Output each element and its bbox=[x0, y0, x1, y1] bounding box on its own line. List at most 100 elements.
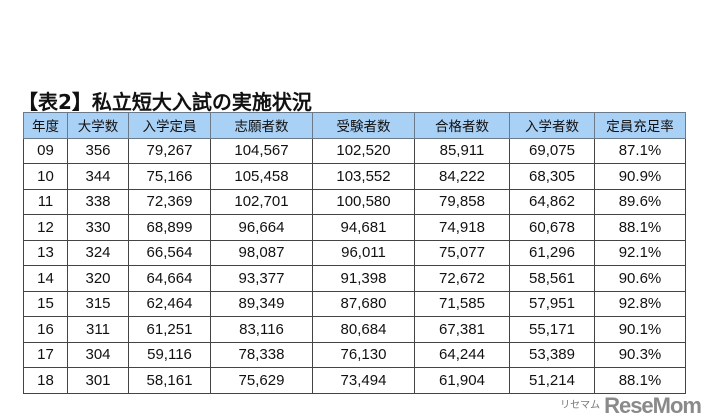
table-cell: 60,678 bbox=[509, 214, 595, 241]
table-cell: 61,251 bbox=[128, 316, 211, 343]
table-cell: 100,580 bbox=[312, 188, 415, 215]
table-cell: 89,349 bbox=[210, 290, 313, 317]
column-header: 定員充足率 bbox=[594, 112, 686, 139]
table-cell: 78,338 bbox=[210, 341, 313, 368]
column-header: 受験者数 bbox=[312, 112, 415, 139]
table-cell: 90.3% bbox=[594, 341, 686, 368]
table-cell: 17 bbox=[23, 341, 68, 368]
table-row: 10 344 75,166 105,458 103,552 84,222 68,305 90.… bbox=[23, 163, 686, 190]
logo-text: ReseMom bbox=[604, 393, 702, 418]
table-cell: 74,918 bbox=[414, 214, 510, 241]
table-cell: 14 bbox=[23, 265, 68, 292]
table-cell: 71,585 bbox=[414, 290, 510, 317]
table-cell: 66,564 bbox=[128, 239, 211, 266]
table-cell: 83,116 bbox=[210, 316, 313, 343]
table-cell: 96,664 bbox=[210, 214, 313, 241]
table-cell: 102,701 bbox=[210, 188, 313, 215]
table-row: 18 301 58,161 75,629 73,494 61,904 51,214 88.1% bbox=[23, 367, 686, 394]
table-cell: 103,552 bbox=[312, 163, 415, 190]
table-cell: 320 bbox=[67, 265, 129, 292]
table-cell: 85,911 bbox=[414, 137, 510, 164]
table-cell: 90.1% bbox=[594, 316, 686, 343]
logo-kana: リセマム bbox=[560, 400, 601, 411]
column-header: 入学者数 bbox=[509, 112, 595, 139]
column-header: 合格者数 bbox=[414, 112, 510, 139]
table-cell: 324 bbox=[67, 239, 129, 266]
table-cell: 89.6% bbox=[594, 188, 686, 215]
table-cell: 93,377 bbox=[210, 265, 313, 292]
column-header: 大学数 bbox=[67, 112, 129, 139]
table-cell: 105,458 bbox=[210, 163, 313, 190]
table-cell: 75,629 bbox=[210, 367, 313, 394]
table-row: 13 324 66,564 98,087 96,011 75,077 61,296 92.1% bbox=[23, 239, 686, 266]
column-header: 志願者数 bbox=[210, 112, 313, 139]
table-cell: 76,130 bbox=[312, 341, 415, 368]
table-cell: 72,369 bbox=[128, 188, 211, 215]
table-cell: 57,951 bbox=[509, 290, 595, 317]
admissions-table: 年度 大学数 入学定員 志願者数 受験者数 合格者数 入学者数 定員充足率 09 356 79,2… bbox=[23, 112, 686, 394]
table-row: 14 320 64,664 93,377 91,398 72,672 58,561 90.6% bbox=[23, 265, 686, 292]
table-row: 12 330 68,899 96,664 94,681 74,918 60,678 88.1% bbox=[23, 214, 686, 241]
table-cell: 55,171 bbox=[509, 316, 595, 343]
table-cell: 98,087 bbox=[210, 239, 313, 266]
table-cell: 59,116 bbox=[128, 341, 211, 368]
column-header: 入学定員 bbox=[128, 112, 211, 139]
table-title: 【表2】私立短大入試の実施状況 bbox=[18, 90, 312, 114]
table-row: 16 311 61,251 83,116 80,684 67,381 55,171 90.1% bbox=[23, 316, 686, 343]
table-cell: 18 bbox=[23, 367, 68, 394]
table-row: 09 356 79,267 104,567 102,520 85,911 69,075 87.… bbox=[23, 137, 686, 164]
table-cell: 12 bbox=[23, 214, 68, 241]
table-cell: 84,222 bbox=[414, 163, 510, 190]
table-cell: 51,214 bbox=[509, 367, 595, 394]
table-cell: 338 bbox=[67, 188, 129, 215]
table-cell: 80,684 bbox=[312, 316, 415, 343]
table-cell: 73,494 bbox=[312, 367, 415, 394]
table-cell: 88.1% bbox=[594, 367, 686, 394]
table-cell: 88.1% bbox=[594, 214, 686, 241]
table-cell: 10 bbox=[23, 163, 68, 190]
table-cell: 09 bbox=[23, 137, 68, 164]
table-cell: 330 bbox=[67, 214, 129, 241]
table-cell: 90.6% bbox=[594, 265, 686, 292]
table-cell: 13 bbox=[23, 239, 68, 266]
table-cell: 68,899 bbox=[128, 214, 211, 241]
table-cell: 356 bbox=[67, 137, 129, 164]
table-cell: 92.8% bbox=[594, 290, 686, 317]
table-cell: 15 bbox=[23, 290, 68, 317]
table-cell: 11 bbox=[23, 188, 68, 215]
table-cell: 75,077 bbox=[414, 239, 510, 266]
resemom-logo: リセマム ReseMom bbox=[560, 393, 702, 418]
table-cell: 304 bbox=[67, 341, 129, 368]
table-cell: 16 bbox=[23, 316, 68, 343]
table-cell: 91,398 bbox=[312, 265, 415, 292]
table-cell: 94,681 bbox=[312, 214, 415, 241]
table-row: 15 315 62,464 89,349 87,680 71,585 57,951 92.8% bbox=[23, 290, 686, 317]
column-header: 年度 bbox=[23, 112, 68, 139]
table-cell: 67,381 bbox=[414, 316, 510, 343]
table-cell: 87,680 bbox=[312, 290, 415, 317]
table-cell: 87.1% bbox=[594, 137, 686, 164]
table-cell: 104,567 bbox=[210, 137, 313, 164]
table-row: 17 304 59,116 78,338 76,130 64,244 53,389 90.3% bbox=[23, 341, 686, 368]
table-cell: 58,561 bbox=[509, 265, 595, 292]
table-cell: 96,011 bbox=[312, 239, 415, 266]
table-cell: 344 bbox=[67, 163, 129, 190]
table-cell: 301 bbox=[67, 367, 129, 394]
table-cell: 72,672 bbox=[414, 265, 510, 292]
table-cell: 64,862 bbox=[509, 188, 595, 215]
table-cell: 68,305 bbox=[509, 163, 595, 190]
table-cell: 62,464 bbox=[128, 290, 211, 317]
table-cell: 58,161 bbox=[128, 367, 211, 394]
table-cell: 315 bbox=[67, 290, 129, 317]
table-cell: 64,664 bbox=[128, 265, 211, 292]
table-cell: 61,296 bbox=[509, 239, 595, 266]
table-cell: 311 bbox=[67, 316, 129, 343]
table-cell: 79,267 bbox=[128, 137, 211, 164]
table-cell: 61,904 bbox=[414, 367, 510, 394]
table-cell: 79,858 bbox=[414, 188, 510, 215]
table-cell: 102,520 bbox=[312, 137, 415, 164]
table-row: 11 338 72,369 102,701 100,580 79,858 64,862 89.… bbox=[23, 188, 686, 215]
table-cell: 69,075 bbox=[509, 137, 595, 164]
table-cell: 53,389 bbox=[509, 341, 595, 368]
header-row: 年度 大学数 入学定員 志願者数 受験者数 合格者数 入学者数 定員充足率 bbox=[23, 112, 686, 139]
